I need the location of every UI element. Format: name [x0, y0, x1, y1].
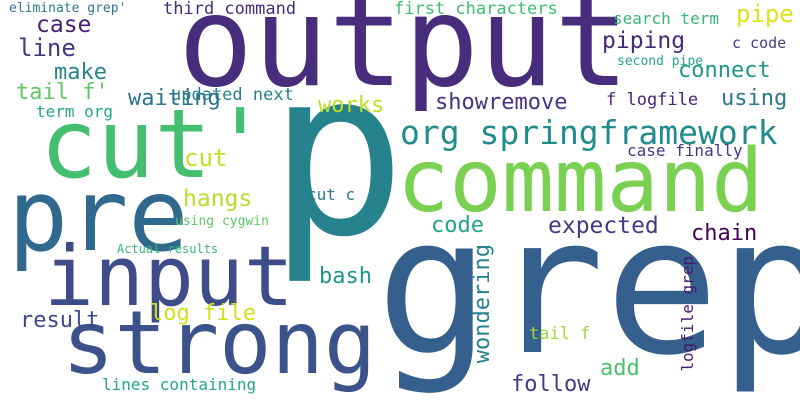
word-grep: grep [376, 176, 800, 397]
word-tail-f: tail f [529, 324, 591, 344]
word-line: line [18, 34, 76, 62]
word-cut-quote: cut' [40, 90, 269, 200]
word-log-file: log file [150, 301, 256, 326]
word-third-command: third command [163, 0, 297, 19]
word-term-org: term org [36, 102, 114, 121]
word-eliminate-grep: eliminate grep' [9, 1, 127, 16]
word-c-code: c code [732, 34, 787, 52]
word-lines-containing: lines containing [102, 375, 257, 394]
word-pipe: pipe [736, 0, 794, 28]
word-case-finally: case finally [627, 141, 743, 160]
word-second-pipe: second pipe [617, 54, 704, 69]
word-case-top: case [36, 12, 92, 38]
word-strong: strong [62, 292, 377, 394]
word-expected: expected [548, 213, 659, 239]
word-search-term: search term [613, 9, 719, 28]
word-hangs: hangs [183, 186, 253, 212]
word-bash: bash [319, 264, 372, 289]
word-updated-next: updated next [171, 85, 294, 105]
word-result: result [20, 308, 100, 333]
word-waiting: waiting [128, 86, 221, 111]
word-using-top: using [721, 86, 788, 111]
word-works: works [318, 93, 385, 118]
word-follow: follow [511, 372, 591, 397]
word-org-springframework: org springframework [400, 113, 778, 152]
word-using-cygwin: using cygwin [175, 214, 269, 229]
word-logfile-grep: logfile grep [678, 256, 697, 372]
word-cut-c: cut c [307, 185, 356, 204]
word-first-characters: first characters [394, 0, 558, 19]
word-connect: connect [678, 58, 771, 83]
word-make: make [54, 60, 107, 85]
word-add: add [600, 356, 640, 381]
word-cut: cut [184, 144, 228, 172]
word-input: input [44, 228, 294, 325]
word-tail-f-quote: tail f' [16, 80, 109, 105]
word-f-logfile: f logfile [606, 90, 699, 110]
word-pre: pre [8, 157, 189, 274]
word-code: code [431, 213, 484, 238]
word-chain: chain [691, 221, 758, 246]
word-p: p [268, 21, 407, 288]
word-command: command [397, 130, 764, 232]
word-actual-results: Actual results [117, 242, 219, 256]
word-showremove: showremove [435, 90, 568, 115]
word-piping: piping [602, 28, 686, 54]
word-wondering: wondering [470, 244, 495, 364]
word-output: output [178, 0, 630, 115]
